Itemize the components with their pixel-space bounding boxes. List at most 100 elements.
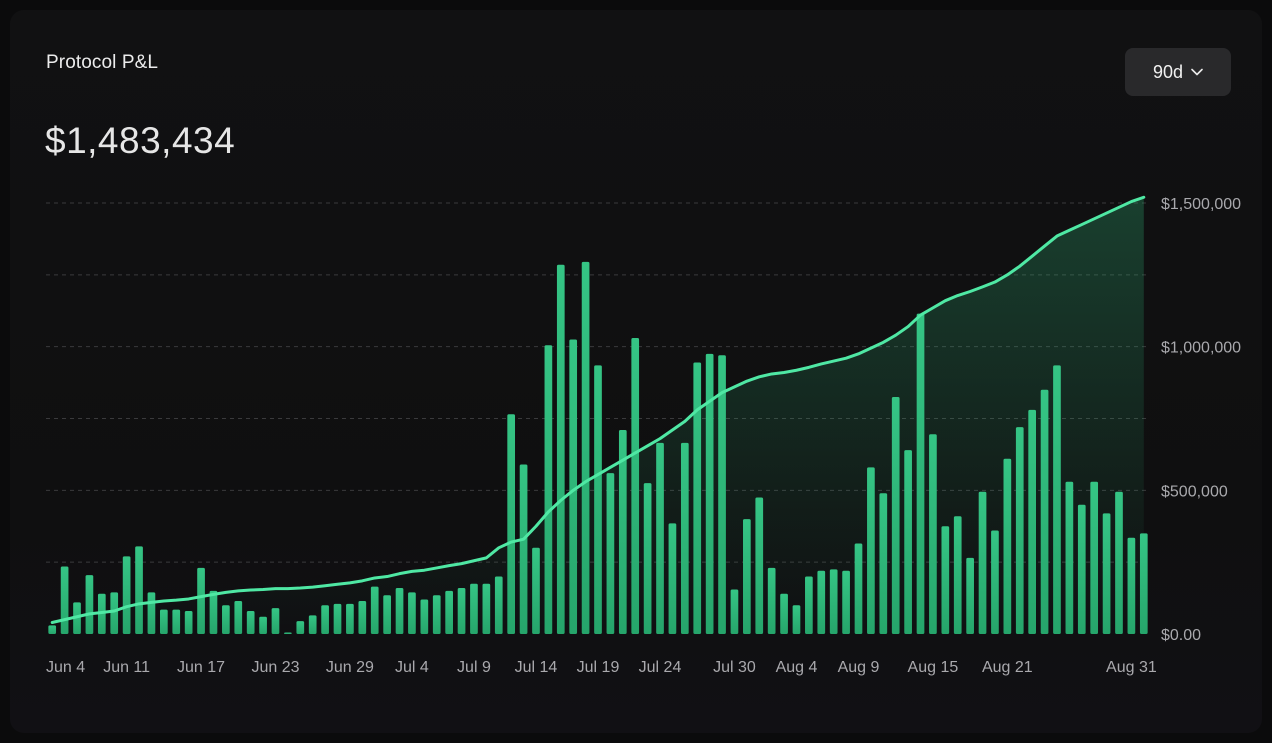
bar: [507, 414, 516, 634]
bar: [1003, 458, 1012, 634]
bar: [978, 491, 987, 634]
bar: [457, 588, 466, 634]
bar: [432, 595, 441, 634]
bar: [680, 442, 689, 634]
bar: [172, 609, 181, 634]
bar: [991, 530, 999, 634]
bar: [1028, 409, 1037, 634]
x-tick-label: Jun 17: [177, 659, 225, 676]
bar: [693, 362, 702, 634]
bar: [494, 576, 503, 634]
bar: [594, 365, 602, 634]
bar: [544, 345, 553, 634]
bar: [705, 353, 714, 634]
bar: [966, 557, 974, 634]
bar: [755, 497, 764, 634]
x-tick-label: Aug 15: [908, 659, 959, 676]
bar: [1077, 504, 1086, 634]
bar: [941, 526, 950, 634]
bar: [656, 442, 664, 634]
bar: [730, 589, 739, 634]
bar: [854, 543, 863, 634]
bar: [1065, 481, 1074, 634]
bar: [445, 590, 453, 634]
bar: [643, 483, 652, 634]
bar: [60, 566, 69, 634]
bar: [470, 583, 478, 634]
bar: [346, 603, 354, 634]
total-value: $1,483,434: [45, 120, 236, 161]
chevron-down-icon: [1191, 68, 1203, 76]
bar: [581, 261, 590, 634]
y-tick-label: $0.00: [1161, 627, 1201, 644]
range-dropdown-button[interactable]: 90d: [1125, 48, 1231, 96]
bar: [767, 567, 776, 634]
bar: [817, 570, 826, 634]
bar: [308, 615, 317, 634]
bar: [631, 338, 640, 634]
bar: [891, 396, 900, 634]
x-tick-label: Jun 4: [46, 659, 85, 676]
bar: [209, 590, 218, 634]
bar: [929, 434, 937, 634]
bar: [556, 264, 565, 634]
bar: [1053, 365, 1061, 634]
bar: [867, 467, 875, 634]
bar: [48, 625, 57, 634]
bar: [482, 583, 491, 634]
bar: [718, 355, 726, 634]
bar: [420, 599, 429, 634]
bar: [618, 429, 627, 634]
range-label: 90d: [1152, 61, 1184, 82]
bar: [284, 632, 292, 634]
bar: [532, 547, 540, 634]
y-tick-label: $500,000: [1161, 483, 1228, 500]
cumulative-line: [50, 195, 1146, 625]
bar: [1102, 513, 1111, 634]
y-tick-label: $1,000,000: [1161, 340, 1241, 357]
bar: [1015, 427, 1024, 634]
bar: [805, 576, 813, 634]
bar: [122, 556, 131, 634]
bar: [296, 621, 305, 634]
bar: [395, 588, 404, 634]
bar: [668, 523, 677, 634]
x-tick-label: Aug 9: [838, 659, 880, 676]
bar: [1090, 481, 1099, 634]
y-tick-label: $1,500,000: [1161, 196, 1241, 213]
x-tick-label: Jul 30: [713, 659, 756, 676]
bar: [135, 546, 143, 634]
bar: [953, 516, 962, 634]
bar: [271, 608, 280, 634]
bar: [222, 605, 230, 634]
x-tick-label: Jul 19: [577, 659, 620, 676]
bar: [743, 519, 751, 634]
bar: [842, 570, 850, 634]
bar: [197, 567, 205, 634]
bar: [1040, 389, 1049, 634]
bar: [1127, 537, 1136, 634]
x-tick-label: Jun 11: [103, 659, 150, 676]
bar: [383, 595, 391, 634]
bar: [780, 593, 788, 634]
bar: [321, 605, 329, 634]
bar: [159, 609, 168, 634]
x-tick-label: Aug 21: [982, 659, 1033, 676]
chart-title: Protocol P&L: [46, 52, 159, 73]
x-tick-label: Jul 14: [515, 659, 558, 676]
bar: [519, 464, 528, 634]
x-tick-label: Jul 9: [457, 659, 491, 676]
x-tick-label: Aug 4: [776, 659, 818, 676]
bar: [110, 592, 119, 634]
x-tick-label: Jun 23: [251, 659, 299, 676]
bar: [234, 600, 243, 634]
bar: [569, 339, 578, 634]
bar: [606, 473, 615, 634]
bar: [792, 605, 801, 634]
bar: [333, 603, 342, 634]
bar: [829, 569, 838, 634]
bar: [1115, 491, 1123, 634]
bar: [916, 313, 925, 634]
bar: [879, 493, 888, 634]
